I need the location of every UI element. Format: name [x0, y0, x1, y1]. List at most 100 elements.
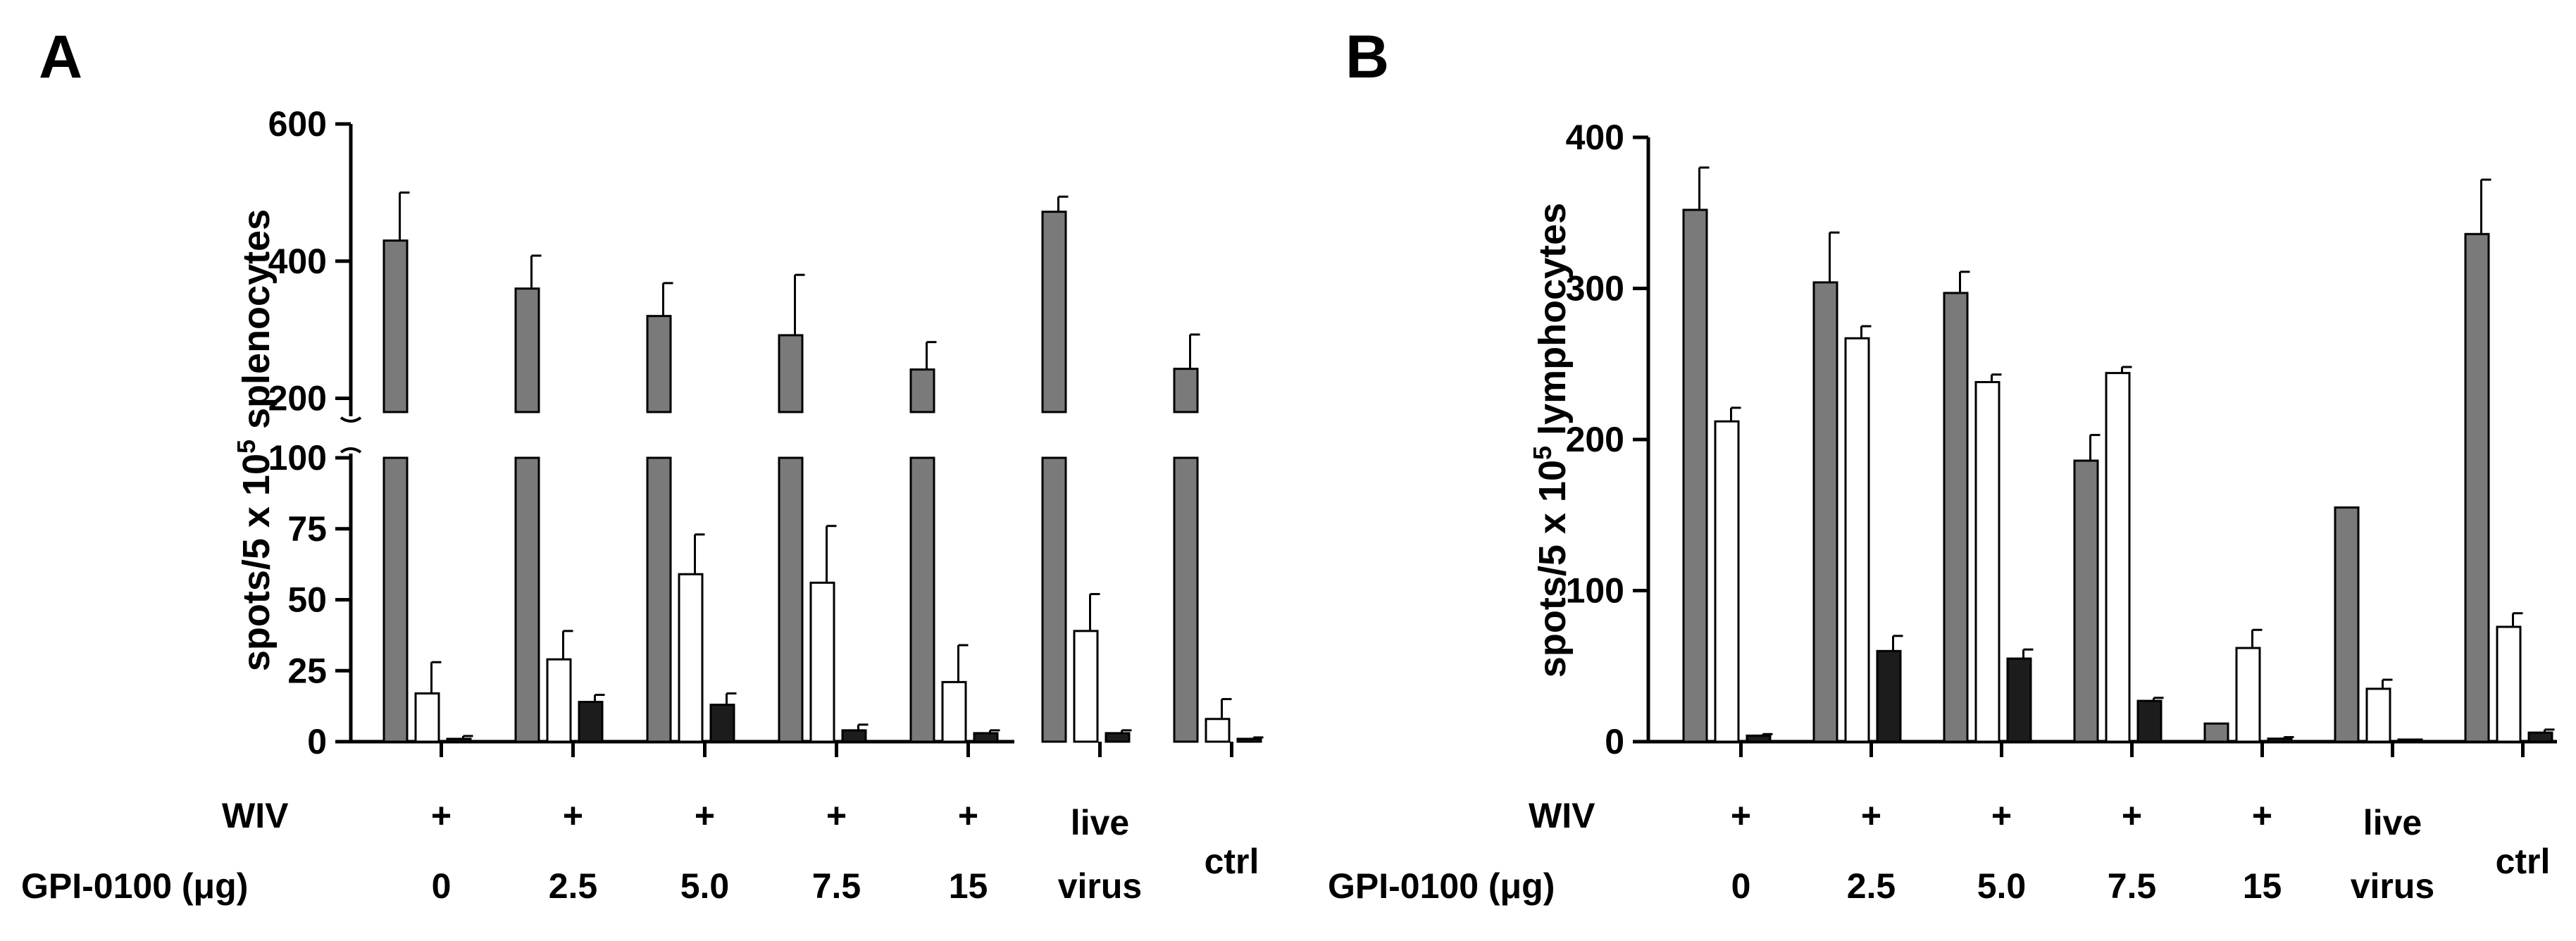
panel-b-gpi-row-label: GPI-0100 (μg) — [1328, 866, 1555, 906]
panel-a-bar-gray — [514, 287, 540, 413]
panel-a-bar-white — [1205, 718, 1231, 743]
panel-b-bar-gray — [2464, 232, 2490, 743]
panel-b-wiv-plus: + — [2122, 796, 2142, 835]
panel-b-bar-gray — [1682, 208, 1708, 743]
panel-a-wiv-plus: + — [431, 796, 452, 835]
panel-a-y-tick-label: 600 — [268, 104, 327, 144]
panel-a-y-tick-label: 0 — [307, 722, 327, 761]
panel-b-bar-white — [1844, 337, 1870, 743]
panel-b-bar-black — [2397, 738, 2423, 743]
panel-a-wiv-plus: + — [695, 796, 715, 835]
panel-a-bar-gray — [909, 368, 935, 413]
panel-a-bar-gray-lower — [382, 456, 409, 743]
panel-a-bar-gray-lower — [514, 456, 540, 743]
panel-b-bar-gray — [2334, 506, 2360, 743]
panel-a-bar-black — [578, 701, 604, 743]
panel-b-gpi-dose-label: 15 — [2243, 866, 2282, 906]
panel-b-bar-black — [2527, 731, 2553, 743]
panel-a-bar-gray-lower — [909, 456, 935, 743]
panel-a-gpi-dose-label: virus — [1058, 866, 1143, 906]
panel-a-bar-white — [678, 573, 704, 743]
panel-b-bar-white — [2105, 372, 2131, 743]
panel-b-bar-black — [1876, 649, 1902, 743]
panel-b-bar-white — [1974, 380, 2001, 743]
panel-a-gpi-row-label: GPI-0100 (μg) — [21, 866, 248, 906]
panel-b-bar-black — [2006, 657, 2032, 743]
panel-b-label: B — [1345, 23, 1389, 91]
panel-b-bar-white — [1714, 420, 1740, 743]
panel-b-bar-black — [1746, 734, 1772, 743]
panel-a-gpi-dose-label: 5.0 — [680, 866, 730, 906]
panel-b-gpi-dose-label: 0 — [1731, 866, 1751, 906]
panel-a-bar-gray — [778, 334, 804, 413]
panel-b-plot: 0 100 200 300 400 +0 +2.5 +5.0 +7.5 +15 live virus c… — [1566, 118, 2557, 906]
panel-b-wiv-plus: + — [1731, 796, 1751, 835]
panel-b-bar-black — [2267, 737, 2293, 743]
panel-a-bar-black — [446, 737, 472, 743]
panel-a-gpi-dose-label: 2.5 — [549, 866, 598, 906]
panel-b-y-tick-label: 300 — [1566, 269, 1624, 309]
panel-b-gpi-dose-label: 2.5 — [1847, 866, 1896, 906]
panel-b-bar-gray — [2203, 722, 2229, 743]
panel-a-gpi-dose-label: 15 — [949, 866, 988, 906]
panel-a-bar-gray-lower — [1041, 456, 1067, 743]
panel-b-bar-white — [2365, 687, 2391, 743]
panel-a-bar-white — [941, 680, 967, 743]
panel-a-bar-white — [546, 658, 572, 743]
panel-b-bar-gray — [2073, 459, 2099, 743]
panel-b-bar-black — [2136, 699, 2163, 743]
panel-a-label: A — [39, 23, 82, 91]
panel-a-wiv-plus: + — [958, 796, 978, 835]
panel-a-bar-gray — [1173, 368, 1199, 413]
panel-a-gpi-dose-label: ctrl — [1205, 842, 1259, 881]
panel-a-bar-gray — [382, 239, 409, 413]
panel-a-axis-break-mark — [340, 416, 362, 423]
panel-a-y-tick-label: 100 — [268, 438, 327, 478]
panel-b-y-tick-label: 400 — [1566, 118, 1624, 157]
panel-b-gpi-dose-label: virus — [2351, 866, 2435, 906]
panel-b-y-tick-label: 100 — [1566, 571, 1624, 611]
panel-a-y-axis-title: spots/5 x 105 splenocytes — [232, 209, 278, 671]
panel-b-gpi-dose-label: live — [2363, 803, 2422, 842]
panel-a-bar-black — [841, 729, 867, 743]
panel-a-wiv-row-label: WIV — [222, 796, 289, 835]
panel-a-wiv-plus: + — [826, 796, 847, 835]
panel-b-gpi-dose-label: 5.0 — [1977, 866, 2027, 906]
panel-a-y-tick-label: 25 — [287, 651, 327, 690]
panel-a-bar-gray-lower — [1173, 456, 1199, 743]
panel-b-wiv-row-label: WIV — [1529, 796, 1595, 835]
panel-b-bar-gray — [1812, 281, 1838, 743]
panel-a-gpi-dose-label: live — [1071, 803, 1129, 842]
panel-b-wiv-plus: + — [1991, 796, 2012, 835]
panel-a-bar-gray — [646, 315, 672, 413]
panel-b-y-axis-title: spots/5 x 105 lymphocytes — [1528, 203, 1574, 678]
panel-a-bar-white — [1073, 630, 1099, 743]
panel-a-bar-black — [1236, 737, 1262, 743]
panel-a-gpi-dose-label: 0 — [432, 866, 452, 906]
panel-a-bar-gray — [1041, 211, 1067, 413]
panel-a-bar-white — [809, 581, 835, 743]
panel-b-bar-gray — [1943, 292, 1969, 743]
panel-b-bar-white — [2235, 647, 2261, 743]
panel-b-bar-white — [2496, 625, 2522, 743]
panel-a-plot: 0 25 50 75 100 200 400 600 +0 +2.5 +5.0 +7.5 +15 live… — [268, 104, 1264, 906]
panel-a-gpi-dose-label: 7.5 — [812, 866, 861, 906]
panel-b-gpi-dose-label: ctrl — [2496, 842, 2551, 881]
panel-a-axis-break-mark — [340, 447, 362, 454]
panel-a-y-tick-label: 75 — [287, 509, 327, 549]
panel-a-bar-gray-lower — [778, 456, 804, 743]
panel-a-y-tick-label: 200 — [268, 379, 327, 418]
panel-b-y-tick-label: 200 — [1566, 420, 1624, 459]
panel-a-y-tick-label: 50 — [287, 580, 327, 620]
panel-b-gpi-dose-label: 7.5 — [2108, 866, 2157, 906]
panel-a-bar-white — [414, 692, 440, 743]
panel-a-bar-black — [1105, 732, 1131, 743]
panel-a-y-tick-label: 400 — [268, 242, 327, 281]
panel-b-y-tick-label: 0 — [1605, 722, 1624, 761]
panel-a-bar-black — [709, 704, 735, 743]
panel-b-wiv-plus: + — [2252, 796, 2272, 835]
panel-a-wiv-plus: + — [563, 796, 583, 835]
panel-a-bar-black — [973, 732, 999, 743]
panel-b-wiv-plus: + — [1861, 796, 1881, 835]
